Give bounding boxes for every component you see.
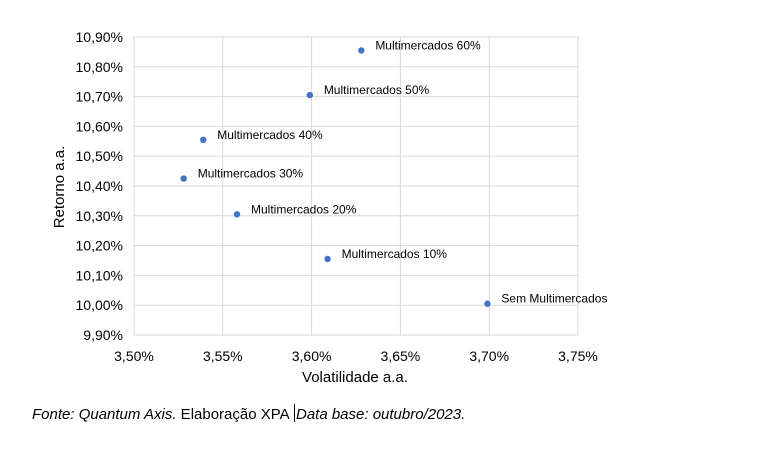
data-point-label: Multimercados 40% — [217, 128, 323, 142]
data-point-label: Multimercados 30% — [198, 167, 304, 181]
y-tick-label: 10,00% — [76, 297, 123, 313]
y-tick-label: 10,70% — [76, 89, 123, 105]
scatter-chart: 10,90% 10,80% 10,70% 10,60% 10,50% 10,40% 10,3… — [51, 29, 607, 386]
x-axis-title: Volatilidade a.a. — [302, 369, 408, 386]
data-point-label: Multimercados 50% — [324, 83, 430, 97]
data-point — [324, 255, 331, 263]
data-point — [200, 136, 207, 144]
data-point — [180, 175, 187, 182]
y-tick-label: 10,90% — [76, 29, 123, 45]
date-base-label: Data base: outubro/2023. — [295, 406, 466, 423]
source-footnote: Fonte: Quantum Axis. Elaboração XPA Data… — [32, 404, 465, 423]
y-axis-title: Retorno a.a. — [51, 146, 68, 229]
elaboration-label: Elaboração XPA — [176, 406, 293, 423]
x-tick-label: 3,50% — [114, 348, 154, 364]
y-tick-label: 10,50% — [76, 148, 123, 164]
x-tick-label: 3,65% — [381, 348, 421, 364]
y-tick-label: 10,10% — [76, 267, 123, 283]
data-point — [484, 300, 491, 307]
data-point-label: Multimercados 10% — [342, 247, 448, 261]
x-tick-label: 3,70% — [469, 348, 509, 364]
data-point-label: Multimercados 60% — [375, 38, 481, 52]
separator — [293, 404, 295, 422]
y-tick-label: 10,20% — [76, 238, 123, 254]
data-points: Multimercados 60% Multimercados 50% Multim… — [180, 38, 607, 307]
y-axis-ticks: 10,90% 10,80% 10,70% 10,60% 10,50% 10,40% 10,3… — [76, 29, 123, 343]
source-label: Fonte: Quantum Axis. — [32, 406, 177, 423]
y-tick-label: 9,90% — [83, 327, 123, 343]
y-tick-label: 10,80% — [76, 59, 123, 75]
x-tick-label: 3,55% — [203, 348, 243, 364]
y-tick-label: 10,40% — [76, 178, 123, 194]
data-point — [233, 211, 241, 218]
data-point — [306, 91, 314, 99]
grid — [133, 36, 579, 336]
data-point-label: Multimercados 20% — [251, 202, 357, 216]
data-point-label: Sem Multimercados — [501, 292, 607, 306]
x-tick-label: 3,75% — [558, 348, 598, 364]
y-tick-label: 10,60% — [76, 118, 123, 134]
y-tick-label: 10,30% — [76, 208, 123, 224]
data-point — [358, 47, 365, 54]
x-tick-label: 3,60% — [292, 348, 332, 364]
x-axis-ticks: 3,50% 3,55% 3,60% 3,65% 3,70% 3,75% — [114, 348, 598, 364]
